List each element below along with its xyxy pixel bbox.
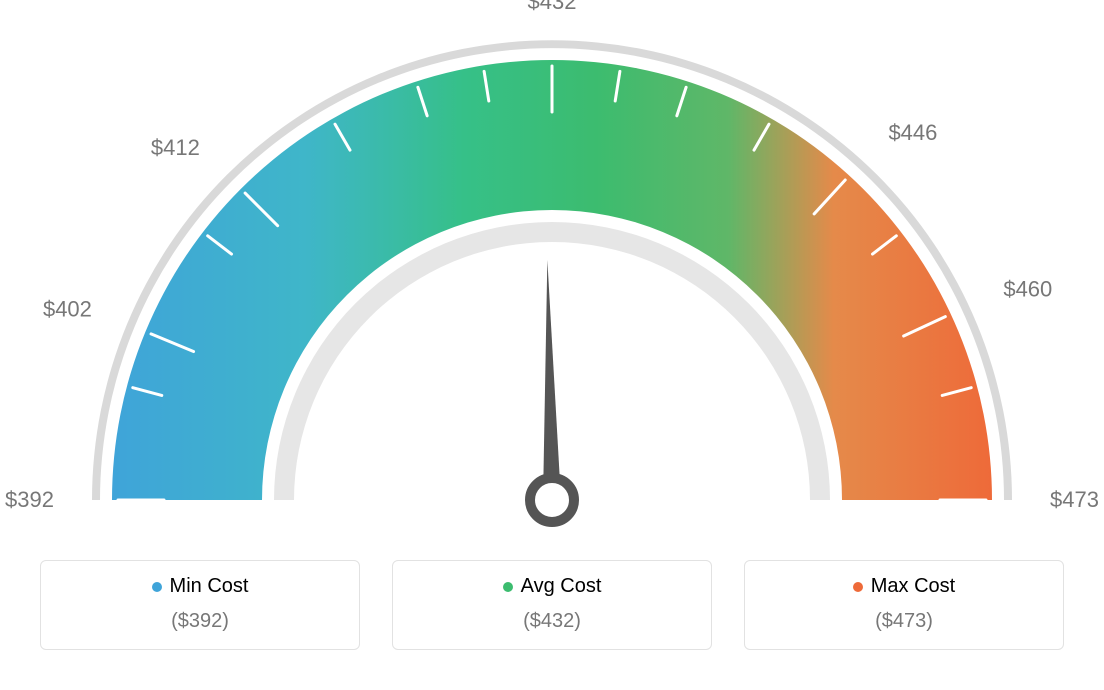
legend-label-min: Min Cost bbox=[170, 575, 249, 598]
svg-text:$392: $392 bbox=[5, 487, 54, 512]
svg-text:$432: $432 bbox=[528, 0, 577, 14]
legend-value-min: ($392) bbox=[51, 610, 349, 633]
legend-dot-avg bbox=[503, 582, 513, 592]
svg-text:$460: $460 bbox=[1003, 277, 1052, 302]
legend-card-avg: Avg Cost ($432) bbox=[392, 560, 712, 650]
svg-text:$446: $446 bbox=[888, 120, 937, 145]
gauge-chart: $392 $402 $412 $432 $446 $460 $473 bbox=[0, 0, 1104, 560]
legend-card-min: Min Cost ($392) bbox=[40, 560, 360, 650]
legend-title-avg: Avg Cost bbox=[503, 575, 602, 598]
legend-label-max: Max Cost bbox=[871, 575, 955, 598]
legend-dot-min bbox=[152, 582, 162, 592]
svg-text:$473: $473 bbox=[1050, 487, 1099, 512]
legend-label-avg: Avg Cost bbox=[521, 575, 602, 598]
svg-text:$412: $412 bbox=[151, 135, 200, 160]
legend-card-max: Max Cost ($473) bbox=[744, 560, 1064, 650]
legend-title-max: Max Cost bbox=[853, 575, 955, 598]
legend-dot-max bbox=[853, 582, 863, 592]
svg-text:$402: $402 bbox=[43, 296, 92, 321]
legend-title-min: Min Cost bbox=[152, 575, 249, 598]
gauge-svg: $392 $402 $412 $432 $446 $460 $473 bbox=[0, 0, 1104, 560]
legend-value-avg: ($432) bbox=[403, 610, 701, 633]
legend-value-max: ($473) bbox=[755, 610, 1053, 633]
legend-row: Min Cost ($392) Avg Cost ($432) Max Cost… bbox=[0, 560, 1104, 674]
